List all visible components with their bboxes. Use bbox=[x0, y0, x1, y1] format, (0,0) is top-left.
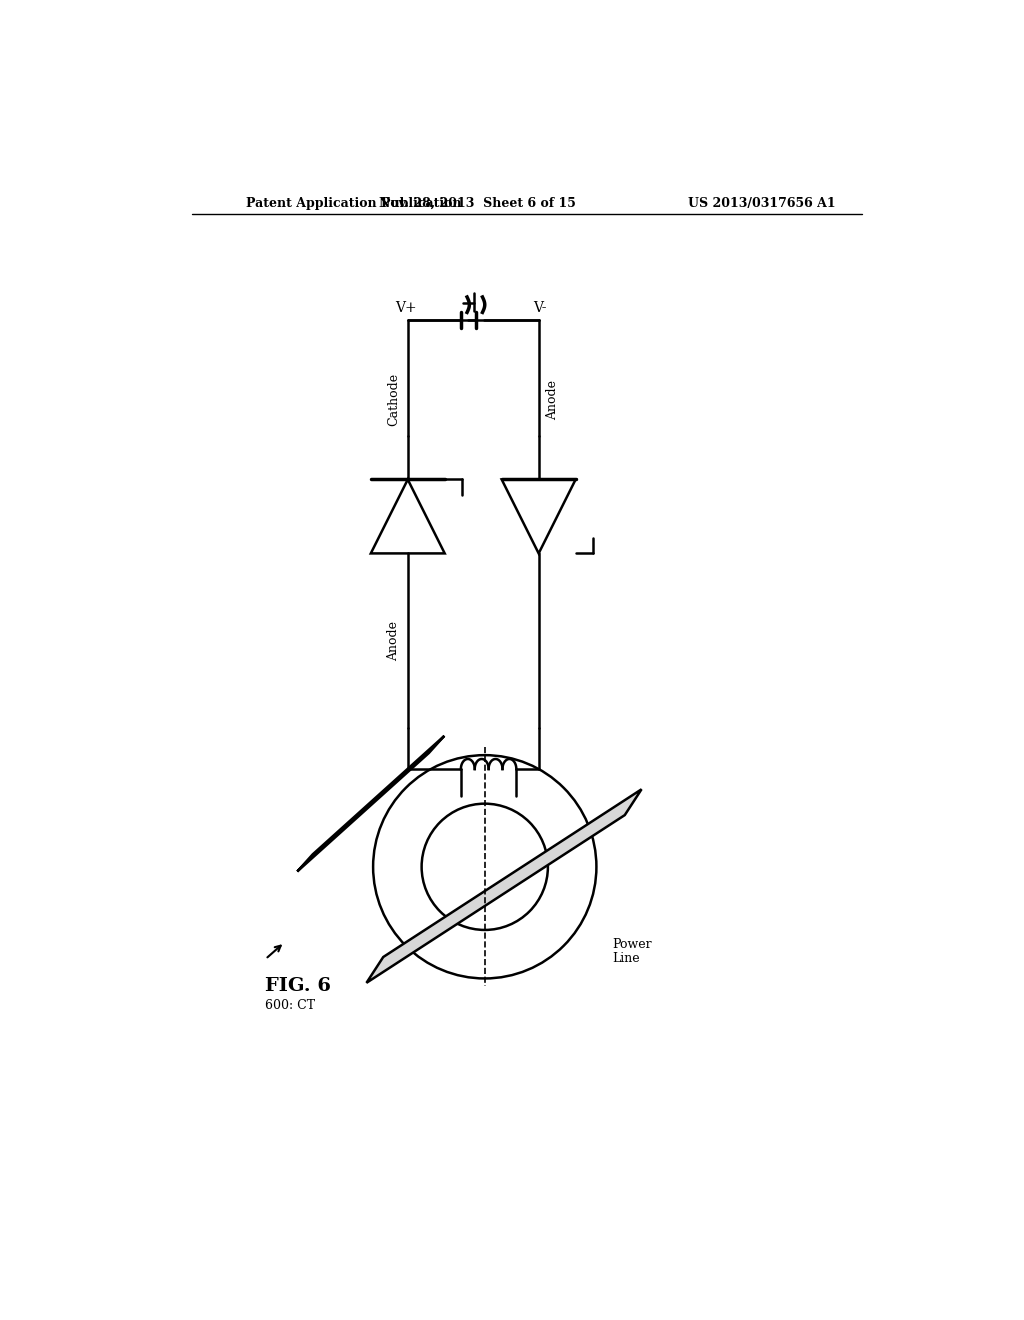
Text: US 2013/0317656 A1: US 2013/0317656 A1 bbox=[688, 197, 836, 210]
Text: Cathode: Cathode bbox=[387, 374, 400, 426]
Text: Power
Line: Power Line bbox=[611, 937, 651, 965]
Polygon shape bbox=[297, 735, 444, 871]
Text: Nov. 28, 2013  Sheet 6 of 15: Nov. 28, 2013 Sheet 6 of 15 bbox=[379, 197, 575, 210]
Text: Anode: Anode bbox=[387, 620, 400, 661]
Text: V-: V- bbox=[534, 301, 547, 314]
Text: Patent Application Publication: Patent Application Publication bbox=[246, 197, 462, 210]
Text: 600: CT: 600: CT bbox=[265, 999, 315, 1012]
Text: V+: V+ bbox=[395, 301, 417, 314]
Text: FIG. 6: FIG. 6 bbox=[265, 977, 332, 995]
Polygon shape bbox=[367, 789, 642, 983]
Text: Anode: Anode bbox=[546, 380, 559, 420]
